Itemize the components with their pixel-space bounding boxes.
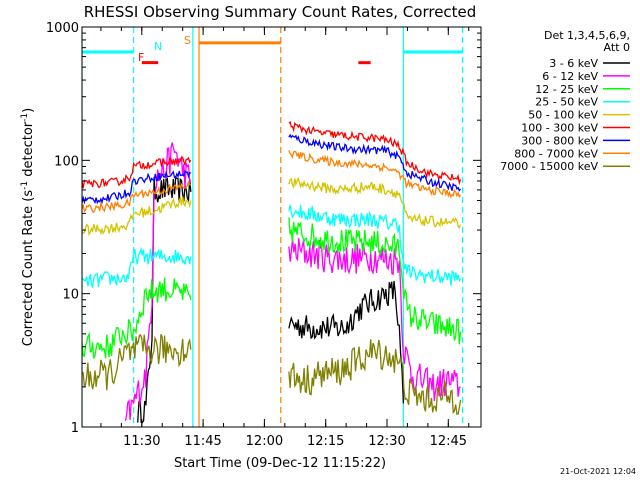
series-800-7000-keV: [82, 150, 462, 213]
legend-label-4: 50 - 100 keV: [528, 109, 598, 122]
flag-label-n: N: [154, 40, 162, 53]
series-line-segment-1: [288, 339, 462, 415]
series-lines: [82, 120, 462, 424]
y-tick-label-2: 100: [54, 154, 79, 169]
series-line-segment-1: [288, 280, 405, 404]
y-tick-label-3: 1000: [46, 21, 79, 36]
series-100-300-keV: [82, 120, 462, 189]
series-line-segment-1: [288, 120, 462, 186]
legend-label-7: 800 - 7000 keV: [514, 147, 598, 160]
series-line-segment-0: [82, 156, 192, 189]
legend-title-detectors: Det 1,3,4,5,6,9,: [544, 29, 630, 42]
legend-label-5: 100 - 300 keV: [521, 122, 598, 135]
series-line-segment-1: [288, 217, 462, 345]
series-line-segment-0: [82, 334, 192, 391]
y-axis-label: Corrected Count Rate (s-1 detector-1): [20, 108, 36, 346]
series-3-6-keV: [137, 175, 405, 424]
series-300-800-keV: [82, 133, 462, 205]
series-line-segment-0: [82, 277, 192, 359]
x-tick-label-0: 11:30: [123, 434, 160, 449]
x-tick-label-4: 12:30: [368, 434, 405, 449]
generation-timestamp: 21-Oct-2021 12:04: [560, 467, 636, 476]
series-line-segment-1: [288, 176, 462, 229]
series-line-segment-0: [137, 175, 192, 424]
series-line-segment-0: [82, 195, 192, 237]
flag-label-s: S: [184, 34, 191, 47]
series-line-segment-1: [288, 238, 461, 402]
series-7000-15000-keV: [82, 334, 462, 415]
y-axis-label-main: Corrected Count Rate (s: [21, 190, 36, 347]
x-tick-label-3: 12:15: [307, 434, 344, 449]
x-tick-label-2: 12:00: [246, 434, 283, 449]
x-tick-label-1: 11:45: [184, 434, 221, 449]
series-50-100-keV: [82, 176, 462, 237]
x-axis-label: Start Time (09-Dec-12 11:15:22): [174, 456, 386, 471]
series-12-25-keV: [82, 217, 462, 359]
series-25-50-keV: [82, 204, 462, 288]
series-line-segment-0: [82, 170, 192, 205]
legend-label-1: 6 - 12 keV: [542, 70, 598, 83]
axes: 11:30 11:45 12:00 12:15 12:30 12:45 1 10 100 1000: [46, 21, 481, 449]
legend-title-attenuator: Att 0: [604, 41, 630, 54]
series-line-segment-1: [288, 133, 462, 192]
y-axis-label-sup2: -1: [20, 113, 30, 122]
y-tick-label-0: 1: [71, 421, 79, 436]
y-axis-label-sup1: -1: [20, 181, 30, 190]
y-axis-label-end: ): [21, 108, 36, 113]
series-line-segment-1: [288, 150, 462, 199]
legend-label-0: 3 - 6 keV: [549, 57, 598, 70]
y-tick-label-1: 10: [62, 288, 79, 303]
flag-bars: [82, 41, 463, 65]
plot-frame: [81, 26, 482, 428]
y-axis-label-mid: detector: [21, 121, 36, 181]
legend-label-2: 12 - 25 keV: [535, 83, 598, 96]
plot-area: F N S 11:30 11:45 12:00 12:15 12:30 12:451101…: [46, 21, 482, 449]
flag-label-f: F: [138, 51, 144, 64]
series-line-segment-0: [82, 180, 192, 213]
chart-title: RHESSI Observing Summary Count Rates, Co…: [84, 3, 477, 21]
time-markers: [82, 27, 464, 427]
legend-label-3: 25 - 50 keV: [535, 96, 598, 109]
series-line-segment-0: [82, 246, 192, 288]
legend-label-8: 7000 - 15000 keV: [500, 160, 598, 173]
x-tick-label-5: 12:45: [430, 434, 467, 449]
series-line-segment-1: [288, 204, 462, 286]
legend-label-6: 300 - 800 keV: [521, 134, 598, 147]
